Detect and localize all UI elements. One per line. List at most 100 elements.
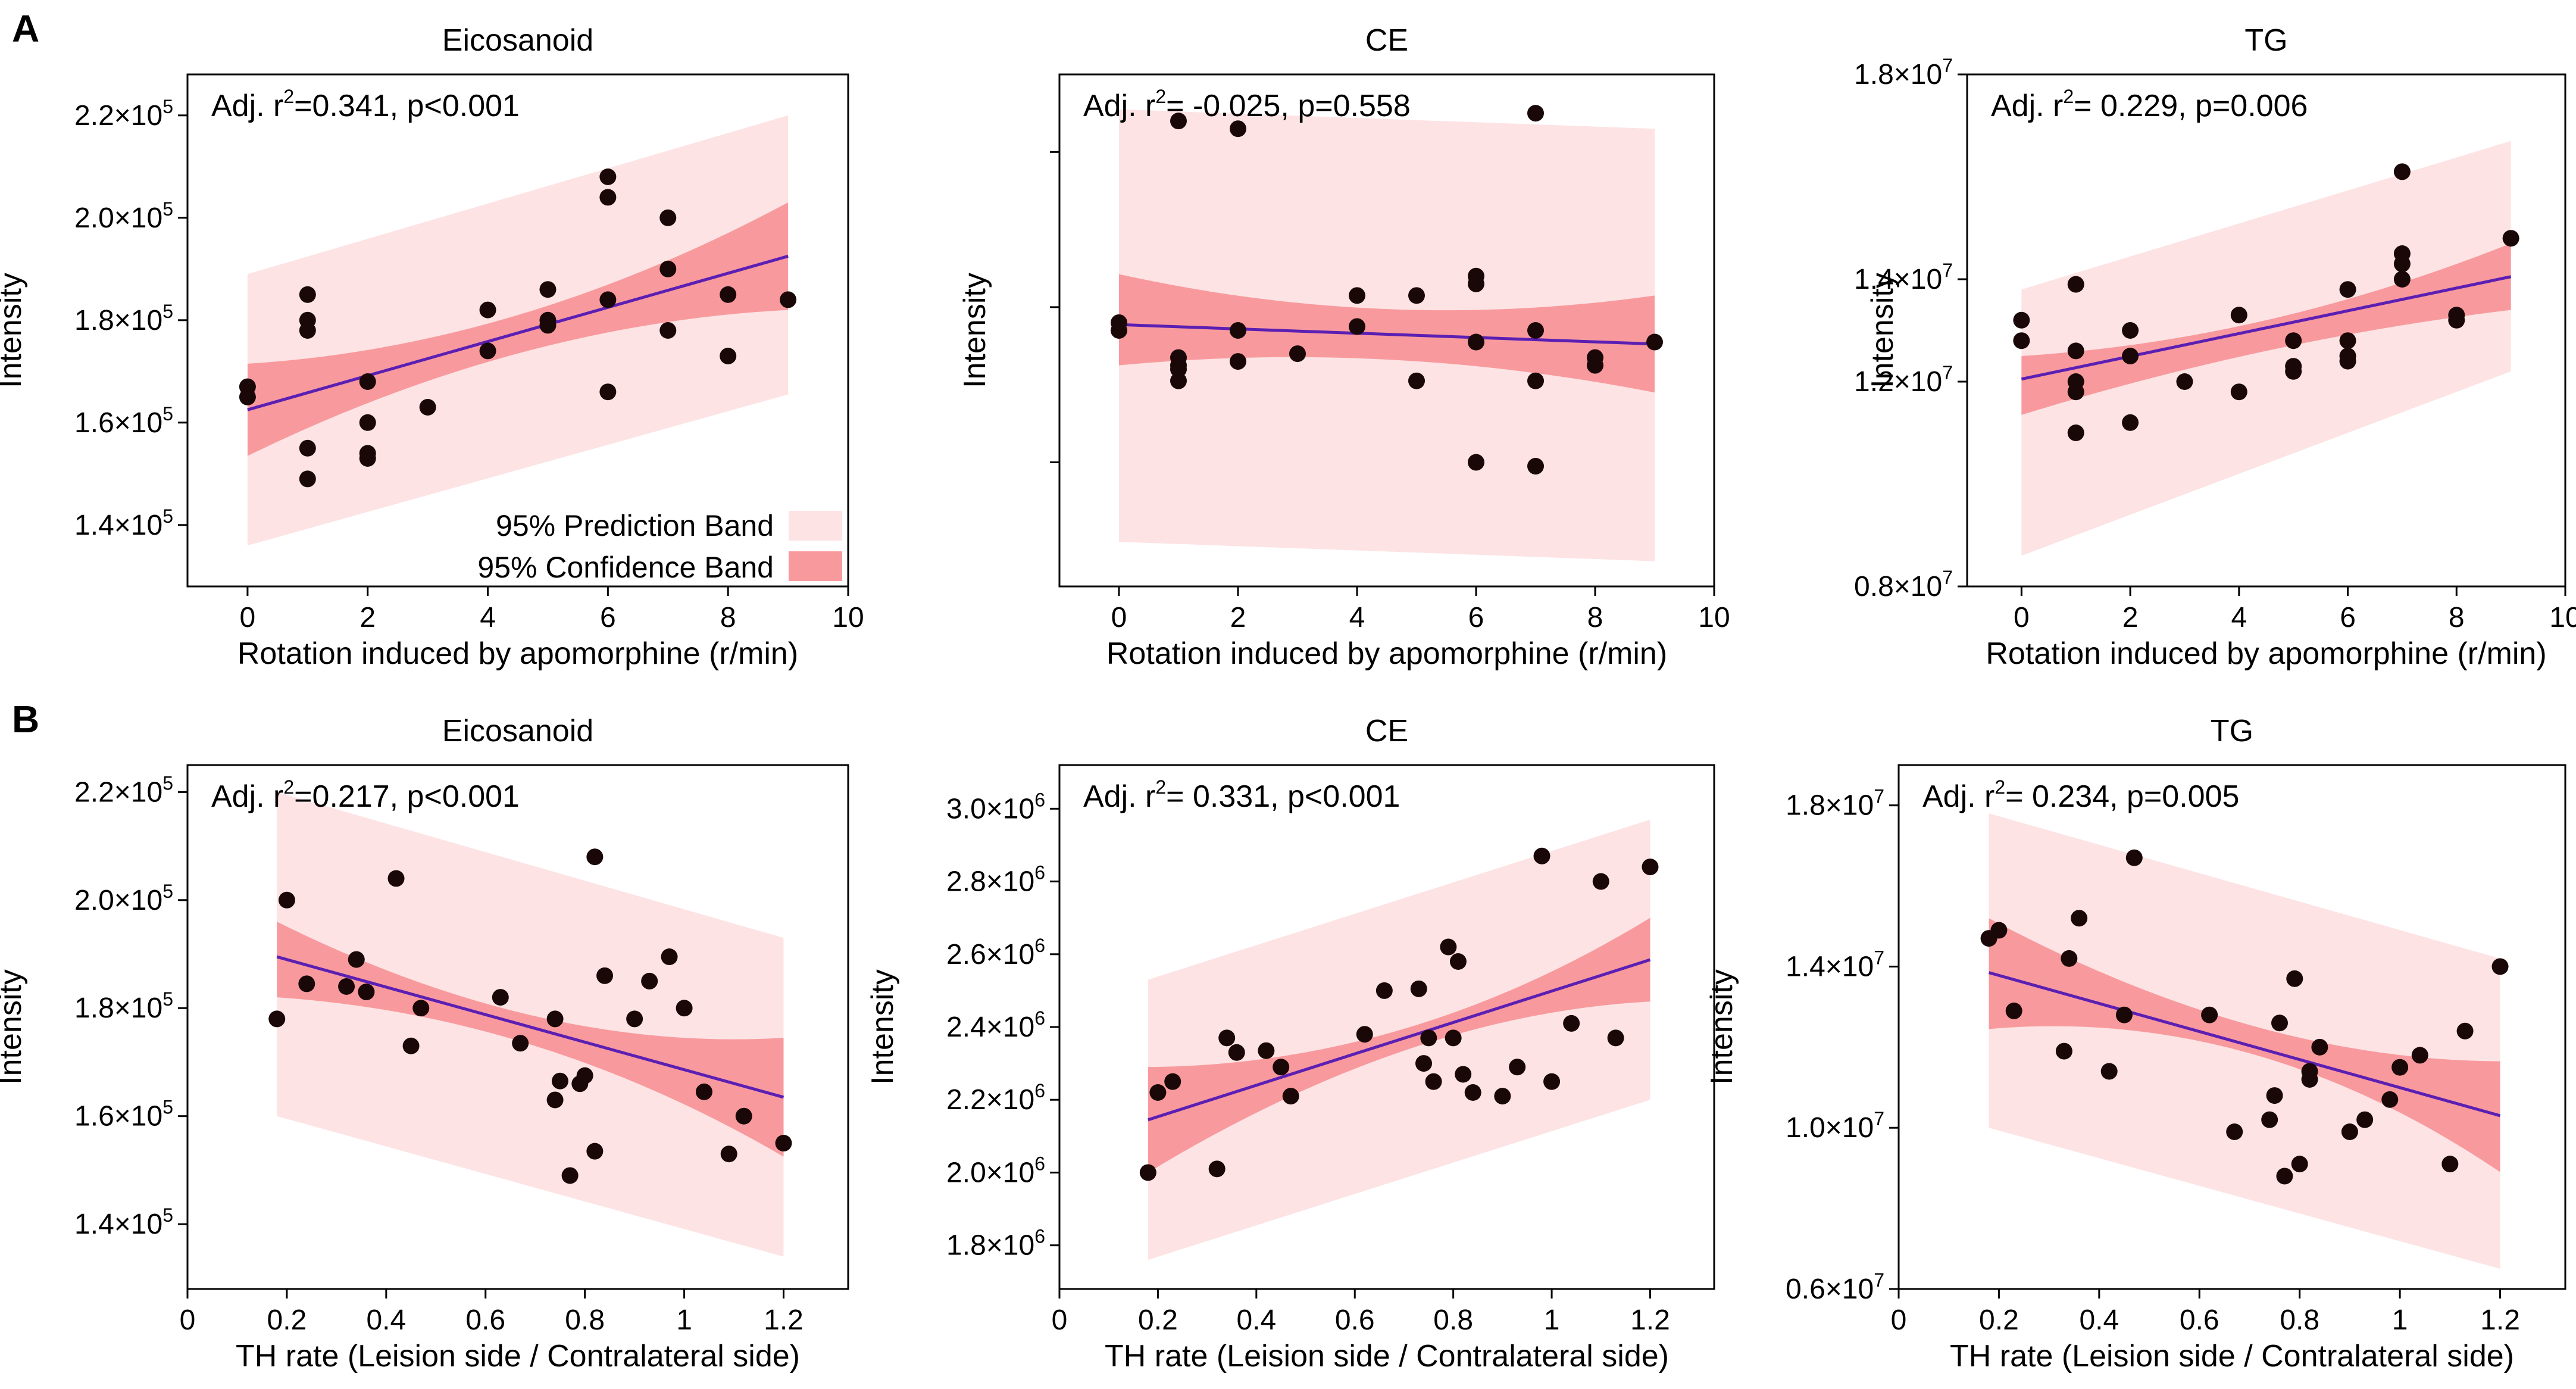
x-tick-label: 0.6 bbox=[1335, 1304, 1375, 1336]
plot-frame bbox=[1966, 73, 2566, 588]
data-point bbox=[2067, 342, 2084, 360]
data-point bbox=[268, 1010, 286, 1028]
chart-2: 0 2 4 6 8 10 CE Rotation induced by apomorphine… bbox=[958, 23, 1730, 671]
stat-annotation: Adj. r2=0.217, p<0.001 bbox=[211, 776, 520, 814]
data-point bbox=[299, 322, 316, 339]
chart-title: Eicosanoid bbox=[442, 714, 593, 748]
x-tick-label: 0.6 bbox=[465, 1304, 505, 1336]
data-point bbox=[2285, 363, 2302, 380]
data-point bbox=[1230, 120, 1246, 138]
data-point bbox=[2115, 1006, 2133, 1023]
data-point bbox=[1139, 1164, 1156, 1181]
data-point bbox=[1464, 1084, 1481, 1101]
data-point bbox=[2393, 163, 2411, 180]
data-point bbox=[780, 291, 797, 308]
data-point bbox=[492, 989, 509, 1006]
data-point bbox=[2276, 1168, 2293, 1185]
data-point bbox=[775, 1135, 792, 1152]
data-point bbox=[2122, 348, 2139, 364]
legend: 95% Prediction Band 95% Confidence Band bbox=[477, 509, 842, 584]
y-axis-label: Intensity bbox=[0, 273, 28, 388]
x-tick-label: 0 bbox=[2014, 602, 2030, 633]
data-point bbox=[1646, 333, 1663, 351]
data-point bbox=[599, 383, 617, 401]
data-point bbox=[358, 984, 375, 1001]
x-axis-label: TH rate (Leision side / Contralateral si… bbox=[1105, 1339, 1669, 1374]
chart-title: TG bbox=[2211, 714, 2253, 748]
y-tick-label: 1.6×105 bbox=[74, 403, 173, 439]
data-point bbox=[1494, 1088, 1511, 1105]
confidence-band bbox=[277, 922, 784, 1157]
y-tick-label: 1.4×105 bbox=[74, 1204, 173, 1240]
data-point bbox=[2100, 1063, 2118, 1080]
panel-label-b: B bbox=[12, 698, 39, 741]
data-point bbox=[1563, 1015, 1580, 1032]
data-point bbox=[2393, 255, 2411, 273]
data-point bbox=[299, 439, 316, 457]
data-point bbox=[2201, 1006, 2218, 1023]
y-tick-label: 2.0×106 bbox=[946, 1153, 1045, 1188]
fit-line bbox=[1118, 323, 1655, 346]
fit-line bbox=[1148, 958, 1651, 1122]
data-point bbox=[1607, 1029, 1624, 1047]
x-tick-label: 0.6 bbox=[2180, 1304, 2219, 1336]
x-tick-label: 0 bbox=[180, 1304, 196, 1336]
x-tick-label: 1 bbox=[2392, 1304, 2408, 1336]
data-point bbox=[2339, 332, 2356, 349]
data-point bbox=[2391, 1059, 2409, 1076]
data-point bbox=[661, 948, 678, 966]
x-tick-label: 1 bbox=[676, 1304, 692, 1336]
data-point bbox=[2067, 383, 2084, 401]
data-point bbox=[1527, 372, 1544, 389]
data-point bbox=[586, 848, 604, 866]
data-point bbox=[551, 1072, 568, 1090]
data-point bbox=[479, 342, 496, 360]
data-point bbox=[412, 1000, 430, 1017]
data-point bbox=[1468, 275, 1484, 292]
x-tick-label: 1.2 bbox=[764, 1304, 804, 1336]
y-tick-label: 1.8×105 bbox=[74, 988, 173, 1024]
data-point bbox=[1587, 357, 1603, 374]
y-tick-label: 1.2×107 bbox=[1854, 362, 1953, 398]
y-axis-label: Intensity bbox=[865, 969, 900, 1085]
data-point bbox=[2005, 1002, 2022, 1019]
data-point bbox=[659, 322, 677, 339]
data-point bbox=[1592, 873, 1609, 890]
x-axis-label: Rotation induced by apomorphine (r/min) bbox=[237, 636, 798, 671]
data-point bbox=[586, 1143, 604, 1160]
data-point bbox=[1349, 318, 1365, 335]
data-point bbox=[298, 975, 315, 992]
data-point bbox=[659, 209, 677, 226]
y-tick-label: 2.6×106 bbox=[946, 935, 1045, 970]
chart-1: 0 2 4 6 8 10 1.4×105 1.6×105 1.8×105 2.0×105 2.2×1… bbox=[0, 23, 864, 671]
chart-title: CE bbox=[1365, 23, 1408, 58]
data-point bbox=[2285, 332, 2302, 349]
data-point bbox=[338, 978, 355, 995]
data-point bbox=[299, 286, 316, 303]
data-point bbox=[2411, 1047, 2428, 1064]
data-point bbox=[1449, 953, 1467, 970]
data-point bbox=[2448, 311, 2465, 329]
data-point bbox=[1230, 353, 1246, 370]
data-point bbox=[1170, 372, 1187, 389]
data-point bbox=[2122, 414, 2139, 431]
x-axis-label: TH rate (Leision side / Contralateral si… bbox=[236, 1339, 800, 1374]
data-point bbox=[2013, 332, 2030, 349]
data-point bbox=[2230, 307, 2247, 324]
data-point bbox=[546, 1010, 564, 1028]
y-tick-label: 2.0×105 bbox=[74, 198, 173, 234]
y-tick-label: 2.4×106 bbox=[946, 1007, 1045, 1043]
x-tick-label: 0.8 bbox=[565, 1304, 605, 1336]
data-point bbox=[599, 168, 617, 185]
data-point bbox=[1356, 1026, 1373, 1043]
data-point bbox=[1218, 1029, 1236, 1047]
x-tick-label: 0 bbox=[1891, 1304, 1907, 1336]
y-tick-label: 0.8×107 bbox=[1854, 567, 1953, 603]
data-point bbox=[1410, 980, 1427, 997]
data-point bbox=[239, 388, 256, 405]
data-point bbox=[596, 967, 614, 984]
data-point bbox=[2491, 958, 2509, 975]
data-point bbox=[479, 301, 496, 319]
data-point bbox=[546, 1091, 564, 1109]
